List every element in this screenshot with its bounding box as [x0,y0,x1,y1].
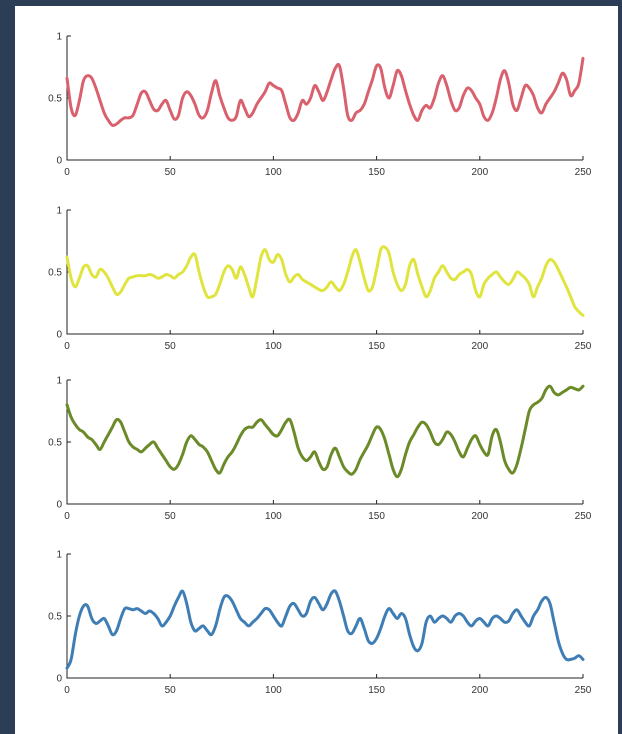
x-tick-label: 250 [575,511,592,522]
x-tick-label: 200 [471,685,488,696]
x-tick-label: 250 [575,341,592,352]
x-tick-label: 150 [368,167,385,178]
x-tick-label: 150 [368,685,385,696]
y-tick-label: 0 [56,674,62,685]
y-tick-label: 1 [56,206,62,217]
y-tick-label: 0.5 [48,94,62,105]
y-tick-label: 0 [56,156,62,167]
series-line [65,56,585,127]
x-tick-label: 200 [471,511,488,522]
chart-3: 0 0.5 1 0 50 100 150 200 250 [48,376,592,523]
chart-2: 0 0.5 1 0 50 100 150 200 250 [48,206,592,353]
series-line [65,589,585,670]
x-tick-label: 0 [64,511,70,522]
x-tick-label: 50 [165,511,177,522]
x-tick-label: 50 [165,341,177,352]
x-tick-label: 0 [64,167,70,178]
x-tick-label: 0 [64,685,70,696]
x-tick-label: 0 [64,341,70,352]
x-tick-label: 150 [368,511,385,522]
y-tick-label: 1 [56,32,62,43]
chart-panel: 0 0.5 1 0 50 100 150 200 250 0 0.5 1 0 50 100 150 200 250… [15,6,618,734]
x-tick-label: 50 [165,167,177,178]
x-tick-label: 100 [265,341,282,352]
y-tick-label: 1 [56,550,62,561]
x-tick-label: 250 [575,167,592,178]
y-tick-label: 1 [56,376,62,387]
x-tick-label: 50 [165,685,177,696]
axes [66,210,583,335]
x-tick-label: 100 [265,685,282,696]
x-tick-label: 200 [471,167,488,178]
axes [66,554,583,679]
chart-1: 0 0.5 1 0 50 100 150 200 250 [48,32,592,179]
series-line [65,245,585,317]
x-tick-label: 250 [575,685,592,696]
x-tick-label: 150 [368,341,385,352]
y-tick-label: 0.5 [48,268,62,279]
y-tick-label: 0 [56,330,62,341]
x-tick-label: 100 [265,167,282,178]
axes [66,380,583,505]
x-tick-label: 200 [471,341,488,352]
series-line [65,384,585,479]
chart-4: 0 0.5 1 0 50 100 150 200 250 [48,550,592,697]
y-tick-label: 0.5 [48,612,62,623]
y-tick-label: 0.5 [48,438,62,449]
x-tick-label: 100 [265,511,282,522]
y-tick-label: 0 [56,500,62,511]
